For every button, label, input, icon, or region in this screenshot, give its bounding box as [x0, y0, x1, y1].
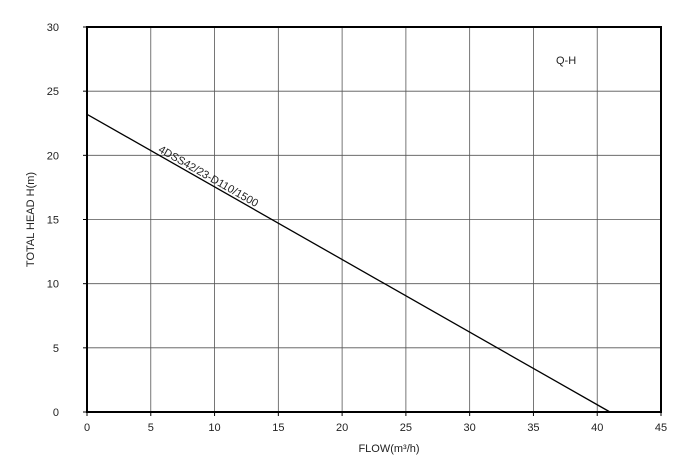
x-tick-label: 25	[400, 422, 412, 434]
series-label: 4DSS42/23-D110/1500	[156, 144, 260, 210]
y-axis-title: TOTAL HEAD H(m)	[25, 172, 37, 267]
x-tick-label: 35	[527, 422, 539, 434]
y-tick-label: 25	[47, 86, 59, 98]
y-tick-label: 0	[53, 407, 59, 419]
x-tick-label: 5	[148, 422, 154, 434]
y-tick-label: 5	[53, 343, 59, 355]
corner-label: Q-H	[556, 55, 576, 67]
y-tick-label: 30	[47, 22, 59, 34]
y-tick-label: 15	[47, 215, 59, 227]
x-axis-title: FLOW(m³/h)	[358, 443, 419, 455]
x-tick-label: 45	[655, 422, 667, 434]
grid	[87, 27, 661, 412]
x-tick-label: 10	[208, 422, 220, 434]
x-tick-label: 40	[591, 422, 603, 434]
x-axis-ticks: 0 5 10 15 20 25 30 35 40 45	[84, 412, 667, 434]
x-tick-label: 30	[464, 422, 476, 434]
y-axis-ticks: 0 5 10 15 20 25 30	[47, 22, 87, 419]
x-tick-label: 15	[272, 422, 284, 434]
y-tick-label: 20	[47, 150, 59, 162]
x-tick-label: 0	[84, 422, 90, 434]
series: 4DSS42/23-D110/1500	[86, 113, 611, 413]
series-line	[86, 113, 611, 413]
x-tick-label: 20	[336, 422, 348, 434]
y-tick-label: 10	[47, 279, 59, 291]
